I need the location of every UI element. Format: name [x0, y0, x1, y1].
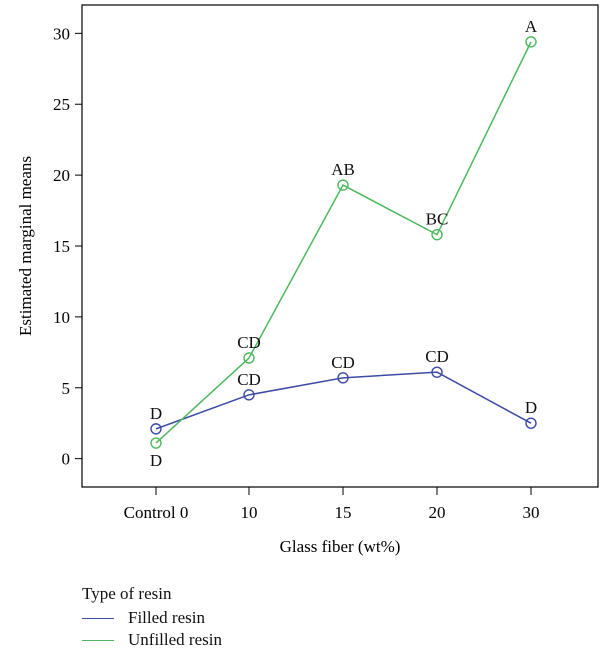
x-axis: Control 0 10 15 20 30 [124, 487, 540, 522]
y-tick-label: 10 [53, 308, 70, 327]
series-unfilled-resin: D CD AB BC A [150, 17, 538, 470]
series-layer: D CD CD CD D D CD AB BC A [150, 17, 538, 470]
y-tick-label: 0 [62, 450, 71, 469]
legend-swatch-filled-resin [82, 617, 114, 619]
x-tick-label: 10 [241, 503, 258, 522]
x-tick-label: Control 0 [124, 503, 189, 522]
data-point-unfilled-resin [150, 437, 162, 449]
x-axis-title: Glass fiber (wt%) [280, 537, 401, 556]
y-tick-label: 25 [53, 95, 70, 114]
series-line-unfilled-resin [155, 41, 532, 444]
series-filled-resin: D CD CD CD D [150, 347, 537, 435]
data-point-filled-resin [337, 372, 349, 384]
legend-title: Type of resin [82, 584, 172, 603]
series-line-filled-resin [155, 371, 532, 430]
legend-label-unfilled-resin: Unfilled resin [128, 630, 222, 649]
y-axis-title: Estimated marginal means [16, 156, 35, 336]
data-label-filled-resin: D [525, 398, 537, 417]
y-tick-label: 15 [53, 237, 70, 256]
data-point-filled-resin [431, 366, 443, 378]
data-label-filled-resin: CD [237, 370, 261, 389]
data-label-unfilled-resin: A [525, 17, 538, 36]
data-point-unfilled-resin [525, 36, 537, 48]
legend-label-filled-resin: Filled resin [128, 608, 205, 627]
legend-item-unfilled-resin: Unfilled resin [82, 629, 222, 651]
data-point-filled-resin [243, 389, 255, 401]
y-tick-label: 30 [53, 24, 70, 43]
data-point-filled-resin [525, 417, 537, 429]
data-point-unfilled-resin [337, 179, 349, 191]
data-label-filled-resin: D [150, 404, 162, 423]
x-tick-label: 15 [335, 503, 352, 522]
data-point-unfilled-resin [431, 228, 443, 241]
data-label-filled-resin: CD [331, 353, 355, 372]
data-label-unfilled-resin: D [150, 451, 162, 470]
data-point-filled-resin [150, 423, 162, 435]
x-tick-label: 20 [429, 503, 446, 522]
x-tick-label: 30 [523, 503, 540, 522]
data-label-unfilled-resin: AB [331, 160, 355, 179]
y-tick-label: 20 [53, 166, 70, 185]
legend: Type of resin Filled resin Unfilled resi… [82, 584, 222, 651]
y-axis: 0 5 10 15 20 25 30 [53, 24, 82, 469]
data-label-unfilled-resin: CD [237, 333, 261, 352]
data-label-unfilled-resin: BC [426, 210, 449, 229]
data-label-filled-resin: CD [425, 347, 449, 366]
legend-swatch-unfilled-resin [82, 639, 114, 641]
y-tick-label: 5 [62, 379, 71, 398]
legend-item-filled-resin: Filled resin [82, 607, 222, 629]
data-point-unfilled-resin [243, 352, 255, 364]
